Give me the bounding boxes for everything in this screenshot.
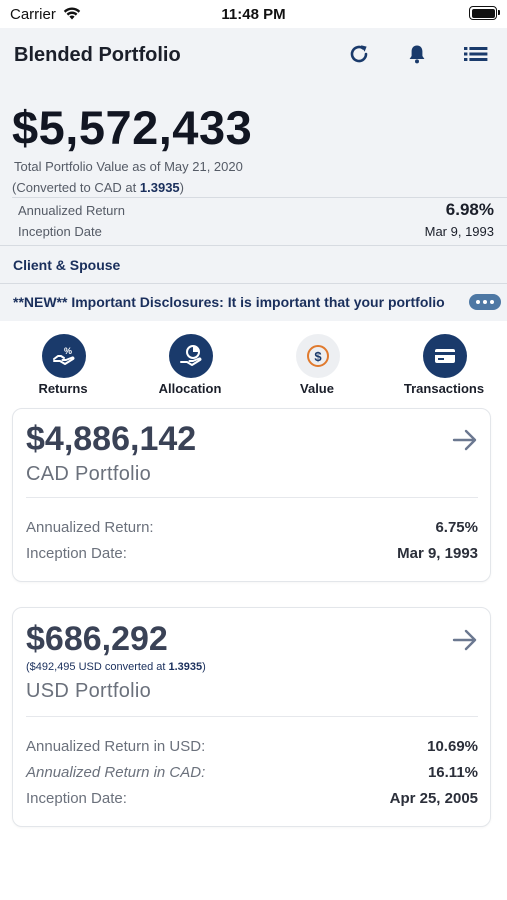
arrow-right-icon[interactable]: [452, 429, 478, 451]
battery-icon: [469, 6, 500, 20]
row-label: Annualized Return in CAD:: [26, 764, 206, 781]
wifi-icon: [63, 7, 81, 20]
more-button[interactable]: [469, 294, 501, 310]
portfolio-name: CAD Portfolio: [26, 463, 152, 485]
row-label: Inception Date:: [26, 790, 127, 807]
conversion-note: ($492,495 USD converted at 1.3935): [26, 661, 206, 673]
conversion-prefix: ($492,495 USD converted at: [26, 661, 169, 673]
row-value: Mar 9, 1993: [397, 545, 478, 562]
conversion-note: (Converted to CAD at 1.3935): [12, 180, 184, 195]
row-value: Apr 25, 2005: [389, 790, 478, 807]
page-title: Blended Portfolio: [14, 44, 181, 66]
conversion-rate: 1.3935: [139, 180, 180, 195]
svg-text:$: $: [314, 349, 322, 364]
status-bar: Carrier 11:48 PM: [0, 0, 507, 28]
portfolio-summary-panel: Blended Portfolio $5,572,433 Total Portf…: [0, 28, 507, 321]
total-portfolio-value: $5,572,433: [12, 101, 253, 154]
nav-label: Value: [300, 381, 334, 396]
conversion-rate: 1.3935: [168, 661, 203, 673]
notifications-button[interactable]: [403, 40, 431, 68]
row-value: 6.75%: [435, 519, 478, 536]
row-label: Inception Date:: [26, 545, 127, 562]
conversion-suffix: ): [179, 180, 184, 195]
nav-transactions[interactable]: Transactions: [381, 334, 507, 400]
portfolio-amount: $686,292: [26, 620, 168, 658]
row-label: Annualized Return in USD:: [26, 738, 206, 755]
row-label: Annualized Return:: [26, 519, 154, 536]
portfolio-amount: $4,886,142: [26, 420, 197, 458]
inception-date-label: Inception Date: [18, 224, 102, 239]
refresh-button[interactable]: [345, 40, 373, 68]
menu-button[interactable]: [462, 40, 490, 68]
list-menu-icon: [464, 47, 488, 61]
refresh-icon: [350, 45, 368, 63]
divider: [0, 245, 507, 246]
client-selector[interactable]: Client & Spouse: [13, 257, 121, 273]
annualized-return-label: Annualized Return: [18, 203, 125, 218]
nav-returns[interactable]: % Returns: [0, 334, 126, 400]
usd-portfolio-card[interactable]: $686,292 ($492,495 USD converted at 1.39…: [12, 607, 491, 827]
nav-label: Returns: [38, 381, 88, 396]
svg-text:%: %: [64, 346, 72, 356]
conversion-suffix: ): [202, 661, 206, 673]
row-value: 16.11%: [427, 764, 478, 781]
row-value: 10.69%: [427, 738, 478, 755]
nav-label: Transactions: [403, 381, 485, 396]
inception-date-value: Mar 9, 1993: [424, 224, 494, 239]
nav-allocation[interactable]: Allocation: [127, 334, 253, 400]
carrier-label: Carrier: [10, 6, 56, 23]
clock: 11:48 PM: [221, 6, 286, 23]
divider: [0, 283, 507, 284]
nav-label: Allocation: [158, 381, 222, 396]
arrow-right-icon[interactable]: [452, 629, 478, 651]
card-transactions-icon: [423, 334, 467, 378]
total-value-label: Total Portfolio Value as of May 21, 2020: [14, 159, 243, 174]
divider: [26, 716, 478, 717]
ellipsis-icon: [476, 300, 480, 304]
bell-icon: [409, 45, 425, 64]
nav-value[interactable]: $ Value: [254, 334, 380, 400]
returns-icon: %: [42, 334, 86, 378]
divider: [12, 197, 507, 198]
conversion-prefix: (Converted to CAD at: [12, 180, 140, 195]
divider: [26, 497, 478, 498]
allocation-icon: [169, 334, 213, 378]
cad-portfolio-card[interactable]: $4,886,142 CAD Portfolio Annualized Retu…: [12, 408, 491, 582]
disclosure-banner[interactable]: **NEW** Important Disclosures: It is imp…: [13, 294, 445, 310]
portfolio-name: USD Portfolio: [26, 680, 152, 702]
annualized-return-value: 6.98%: [445, 200, 494, 219]
dollar-value-icon: $: [296, 334, 340, 378]
